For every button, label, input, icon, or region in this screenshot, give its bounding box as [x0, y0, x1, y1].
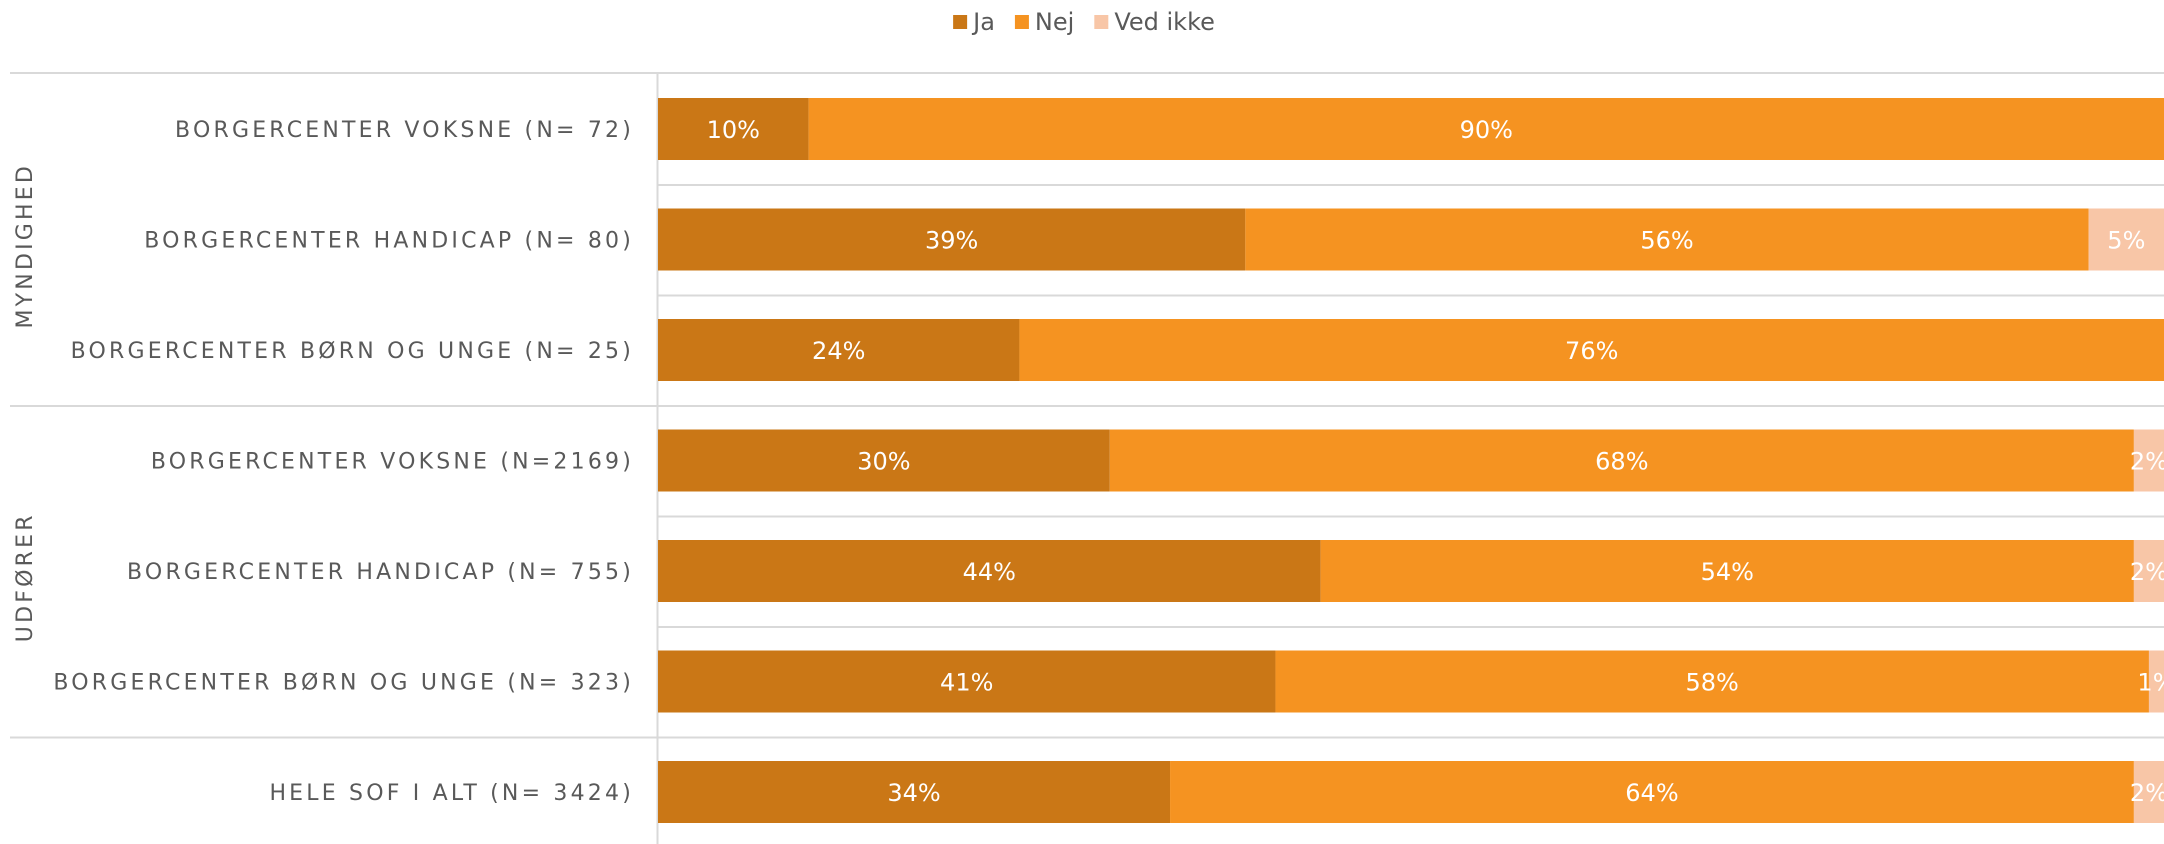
legend-swatch-nej — [1014, 15, 1029, 29]
data-label: 56% — [1640, 227, 1693, 255]
bar-nej — [1170, 761, 2134, 823]
bar-ja — [658, 208, 1246, 271]
bar-ja — [658, 650, 1276, 713]
legend-label: Ja — [971, 8, 995, 36]
data-label: 30% — [857, 448, 910, 476]
bar-ja — [658, 540, 1321, 602]
bar-ja — [658, 429, 1110, 492]
data-label: 34% — [887, 779, 940, 807]
data-label: 58% — [1686, 669, 1739, 697]
data-label: 90% — [1460, 116, 1513, 144]
data-label: 54% — [1701, 558, 1754, 586]
category-label: BORGERCENTER HANDICAP (N= 755) — [127, 560, 634, 585]
data-label: 44% — [963, 558, 1016, 586]
category-label: BORGERCENTER VOKSNE (N= 72) — [175, 118, 634, 143]
bar-ved-ikke — [2088, 208, 2164, 271]
group-label: MYNDIGHED — [13, 163, 38, 329]
data-label: 39% — [925, 227, 978, 255]
legend-swatch-ved-ikke — [1094, 15, 1109, 29]
data-label: 1% — [2137, 669, 2164, 697]
bar-ved-ikke — [2133, 429, 2164, 492]
data-label: 64% — [1625, 779, 1678, 807]
bar-ja — [658, 98, 809, 160]
data-label: 10% — [707, 116, 760, 144]
bar-ved-ikke — [2148, 650, 2164, 713]
data-label: 24% — [812, 337, 865, 365]
category-label: HELE SOF I ALT (N= 3424) — [269, 781, 634, 806]
bar-nej — [1275, 650, 2149, 713]
legend-swatch-ja — [953, 15, 968, 29]
bar-nej — [808, 98, 2164, 160]
data-label: 41% — [940, 669, 993, 697]
bar-nej — [1320, 540, 2134, 602]
bar-ja — [658, 319, 1020, 381]
data-label: 2% — [2130, 448, 2164, 476]
data-label: 2% — [2130, 779, 2164, 807]
group-label: UDFØRER — [13, 512, 38, 642]
bar-nej — [1019, 319, 2164, 381]
bar-ved-ikke — [2133, 540, 2164, 602]
data-label: 2% — [2130, 558, 2164, 586]
data-label: 68% — [1595, 448, 1648, 476]
category-label: BORGERCENTER HANDICAP (N= 80) — [144, 229, 634, 254]
data-label: 76% — [1565, 337, 1618, 365]
bar-nej — [1109, 429, 2134, 492]
bar-nej — [1245, 208, 2089, 271]
category-label: BORGERCENTER BØRN OG UNGE (N= 25) — [71, 339, 634, 364]
data-label: 5% — [2107, 227, 2145, 255]
bar-ved-ikke — [2133, 761, 2164, 823]
legend-label: Ved ikke — [1114, 8, 1215, 36]
category-label: BORGERCENTER VOKSNE (N=2169) — [151, 450, 634, 475]
category-label: BORGERCENTER BØRN OG UNGE (N= 323) — [53, 671, 634, 696]
legend-label: Nej — [1035, 8, 1074, 36]
bar-ja — [658, 761, 1171, 823]
